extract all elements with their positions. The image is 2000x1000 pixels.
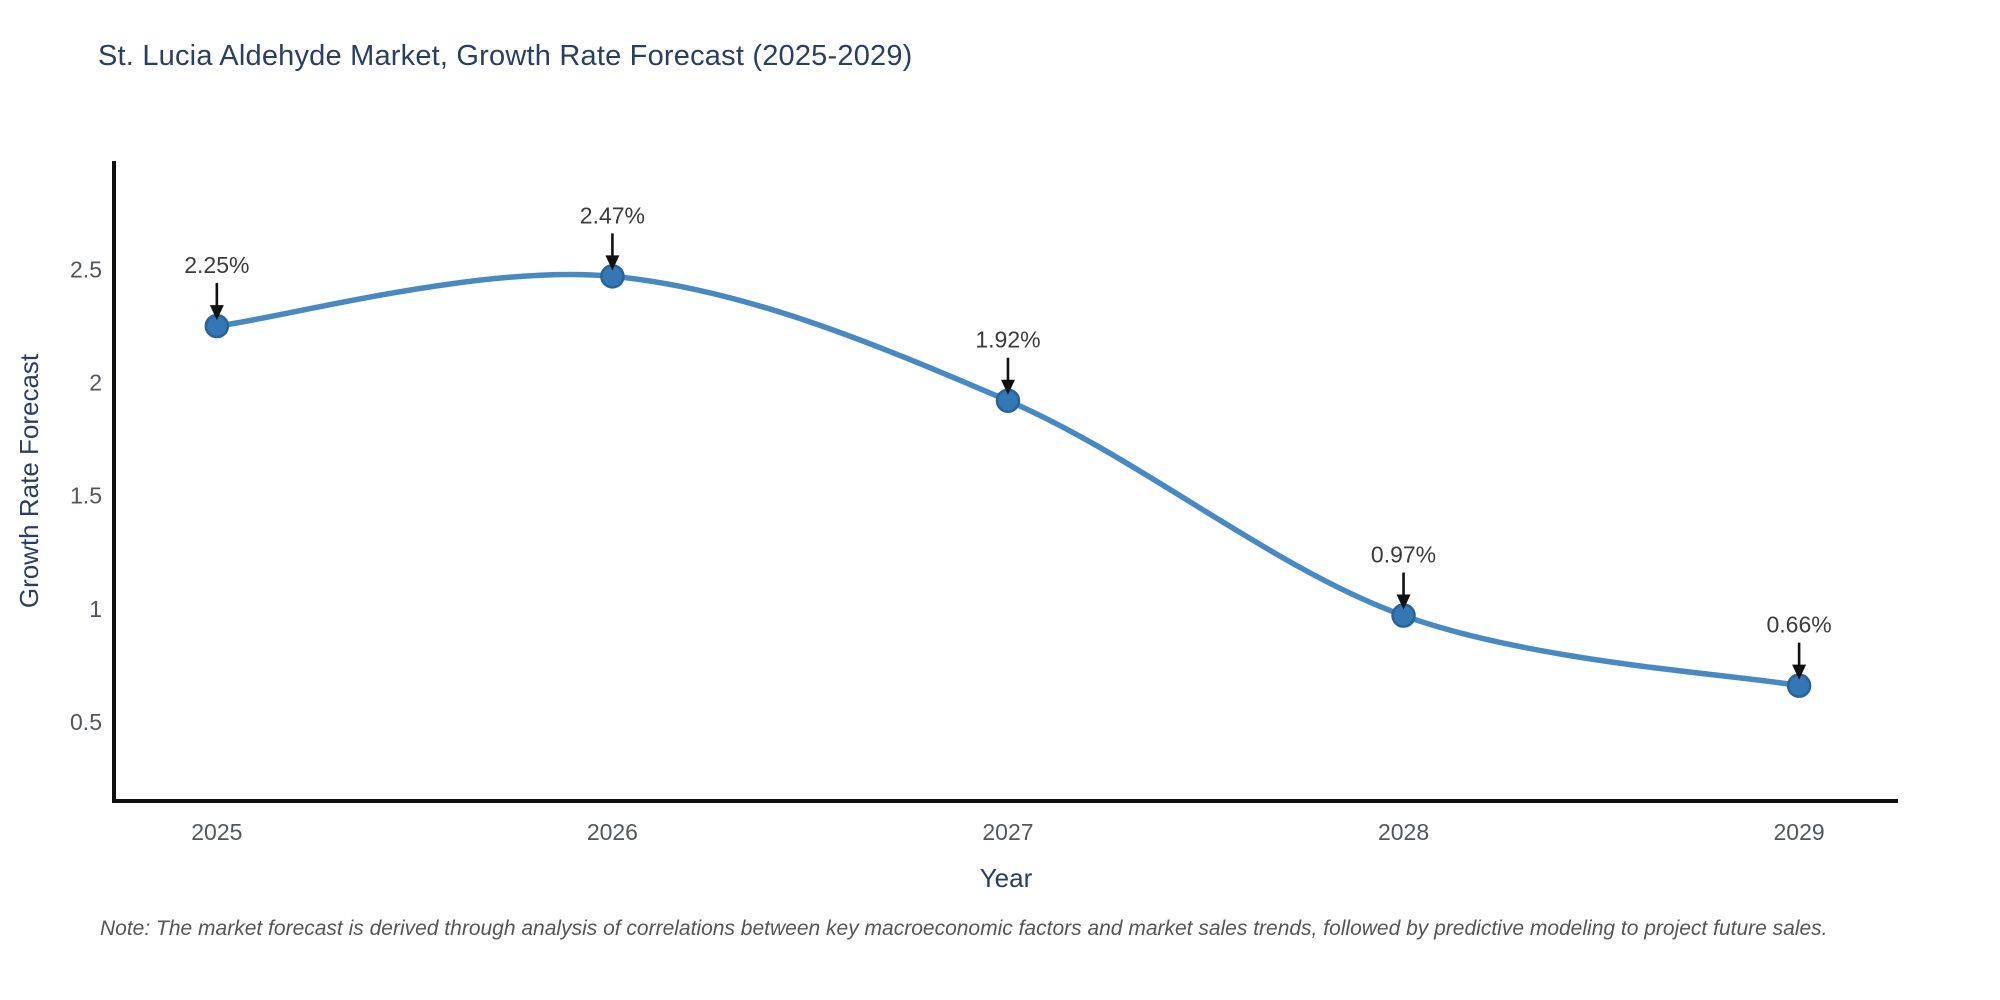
point-value-label: 2.25% [184,252,249,278]
y-tick-label: 0.5 [70,709,102,735]
point-value-label: 1.92% [975,327,1040,353]
point-value-label: 2.47% [580,202,645,228]
x-tick-label: 2028 [1378,819,1429,845]
chart-title: St. Lucia Aldehyde Market, Growth Rate F… [98,40,913,72]
annotation-arrow-head [1792,664,1807,680]
annotation-arrow-head [605,255,620,271]
annotation-arrow-head [209,305,224,321]
x-tick-label: 2026 [587,819,638,845]
y-tick-label: 1 [89,596,102,622]
x-tick-label: 2027 [982,819,1033,845]
point-value-label: 0.66% [1766,612,1831,638]
y-axis-title: Growth Rate Forecast [14,353,44,608]
x-tick-label: 2025 [191,819,242,845]
annotation-arrow-head [1396,594,1411,610]
y-tick-label: 1.5 [70,483,102,509]
x-tick-label: 2029 [1774,819,1825,845]
y-tick-label: 2.5 [70,257,102,283]
point-value-label: 0.97% [1371,542,1436,568]
plot-area[interactable] [114,161,1898,801]
x-axis-title: Year [980,863,1033,893]
annotation-arrow-head [1000,379,1015,395]
y-tick-label: 2 [89,370,102,396]
note-text: Note: The market forecast is derived thr… [100,917,1828,940]
